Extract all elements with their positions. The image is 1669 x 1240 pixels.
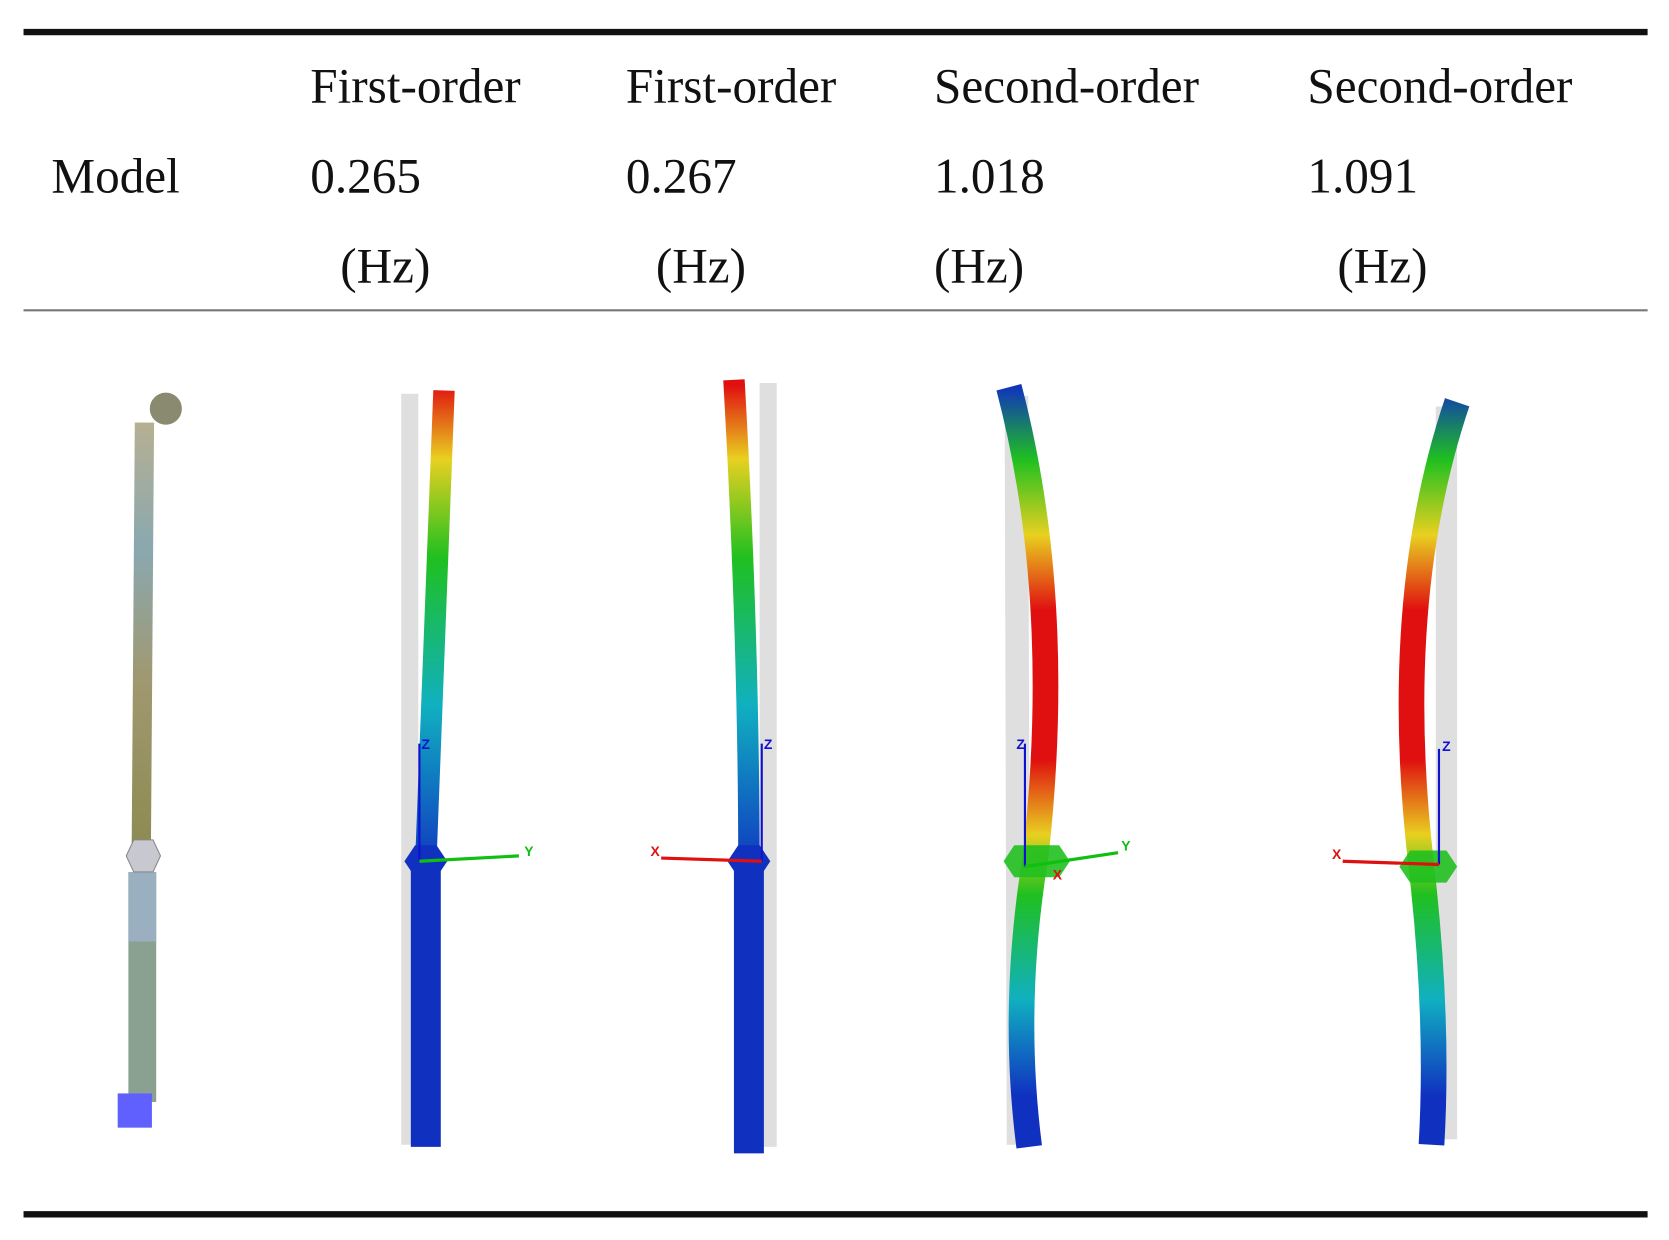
mode: First-order (626, 59, 836, 114)
model-image (117, 392, 182, 1128)
axis-label: Z (764, 736, 773, 752)
mode-image: Z Y (401, 390, 534, 1147)
frequency: 0.265 (310, 149, 421, 204)
mode: Second-order (934, 59, 1199, 114)
axis-label: Y (1121, 838, 1131, 854)
frequency: 1.018 (934, 149, 1045, 204)
mode-image: X Z (1332, 398, 1470, 1146)
axis-label: Z (1016, 736, 1025, 752)
frequency: 0.267 (626, 149, 737, 204)
axis-label: X (1332, 846, 1342, 862)
mode-image: Z Y X (996, 384, 1131, 1149)
axis-label: X (650, 843, 660, 859)
unit: (Hz) (934, 238, 1024, 293)
mode-image: X Z (650, 379, 777, 1154)
mode: First-order (310, 59, 520, 114)
unit: (Hz) (656, 238, 746, 293)
unit: (Hz) (1337, 238, 1427, 293)
axis-label: Z (422, 736, 431, 752)
frequency: 1.091 (1307, 149, 1418, 204)
axis-label: Y (524, 843, 534, 859)
axis-label: Z (1442, 738, 1451, 754)
header-cells: First-order 0.265 (Hz) First-order 0.267… (310, 59, 1572, 294)
row-label: Model (51, 149, 179, 204)
unit: (Hz) (340, 238, 430, 293)
mode: Second-order (1307, 59, 1572, 114)
axis-label: X (1053, 866, 1063, 882)
